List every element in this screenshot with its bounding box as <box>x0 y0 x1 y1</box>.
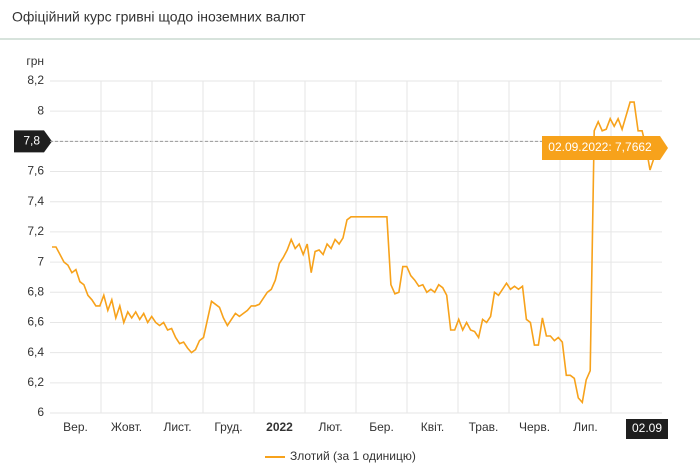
x-tick-label: Жовт. <box>111 420 142 434</box>
x-tick-label: Квіт. <box>421 420 445 434</box>
y-tick-label: 6,8 <box>27 284 44 298</box>
data-line <box>52 101 663 405</box>
y-tick-label: 6,4 <box>27 345 44 359</box>
tooltip-label: 02.09.2022: 7,7662 <box>548 140 652 154</box>
y-label-box <box>14 130 52 153</box>
x-tick-label: Трав. <box>469 420 499 434</box>
legend-label: Злотий (за 1 одиницю) <box>290 449 416 463</box>
y-tick-label: 6 <box>37 405 44 419</box>
y-tick-label: 6,6 <box>27 315 44 329</box>
crosshair-x-label: 02.09 <box>632 421 662 435</box>
y-tick-label: 7,6 <box>27 164 44 178</box>
x-tick-label: Бер. <box>369 420 394 434</box>
x-label-box <box>626 419 668 439</box>
y-tick-label: 8,2 <box>27 73 44 87</box>
x-tick-label: Вер. <box>63 420 88 434</box>
y-tick-label: 7 <box>37 254 44 268</box>
x-tick-label: Груд. <box>214 420 242 434</box>
x-tick-label: Лист. <box>163 420 191 434</box>
y-tick-label: 7,8 <box>23 134 40 148</box>
x-tick-label: Лип. <box>573 420 597 434</box>
y-tick-label: 7,4 <box>27 194 44 208</box>
y-tick-label: 7,2 <box>27 224 44 238</box>
y-unit: грн <box>26 54 44 68</box>
x-tick-label: 2022 <box>266 420 293 434</box>
tooltip-box <box>542 136 668 160</box>
chart-title: Офіційний курс гривні щодо іноземних вал… <box>12 9 306 25</box>
x-tick-label: Черв. <box>519 420 550 434</box>
x-tick-label: Лют. <box>318 420 342 434</box>
y-tick-label: 8 <box>37 103 44 117</box>
y-tick-label: 6,2 <box>27 375 44 389</box>
